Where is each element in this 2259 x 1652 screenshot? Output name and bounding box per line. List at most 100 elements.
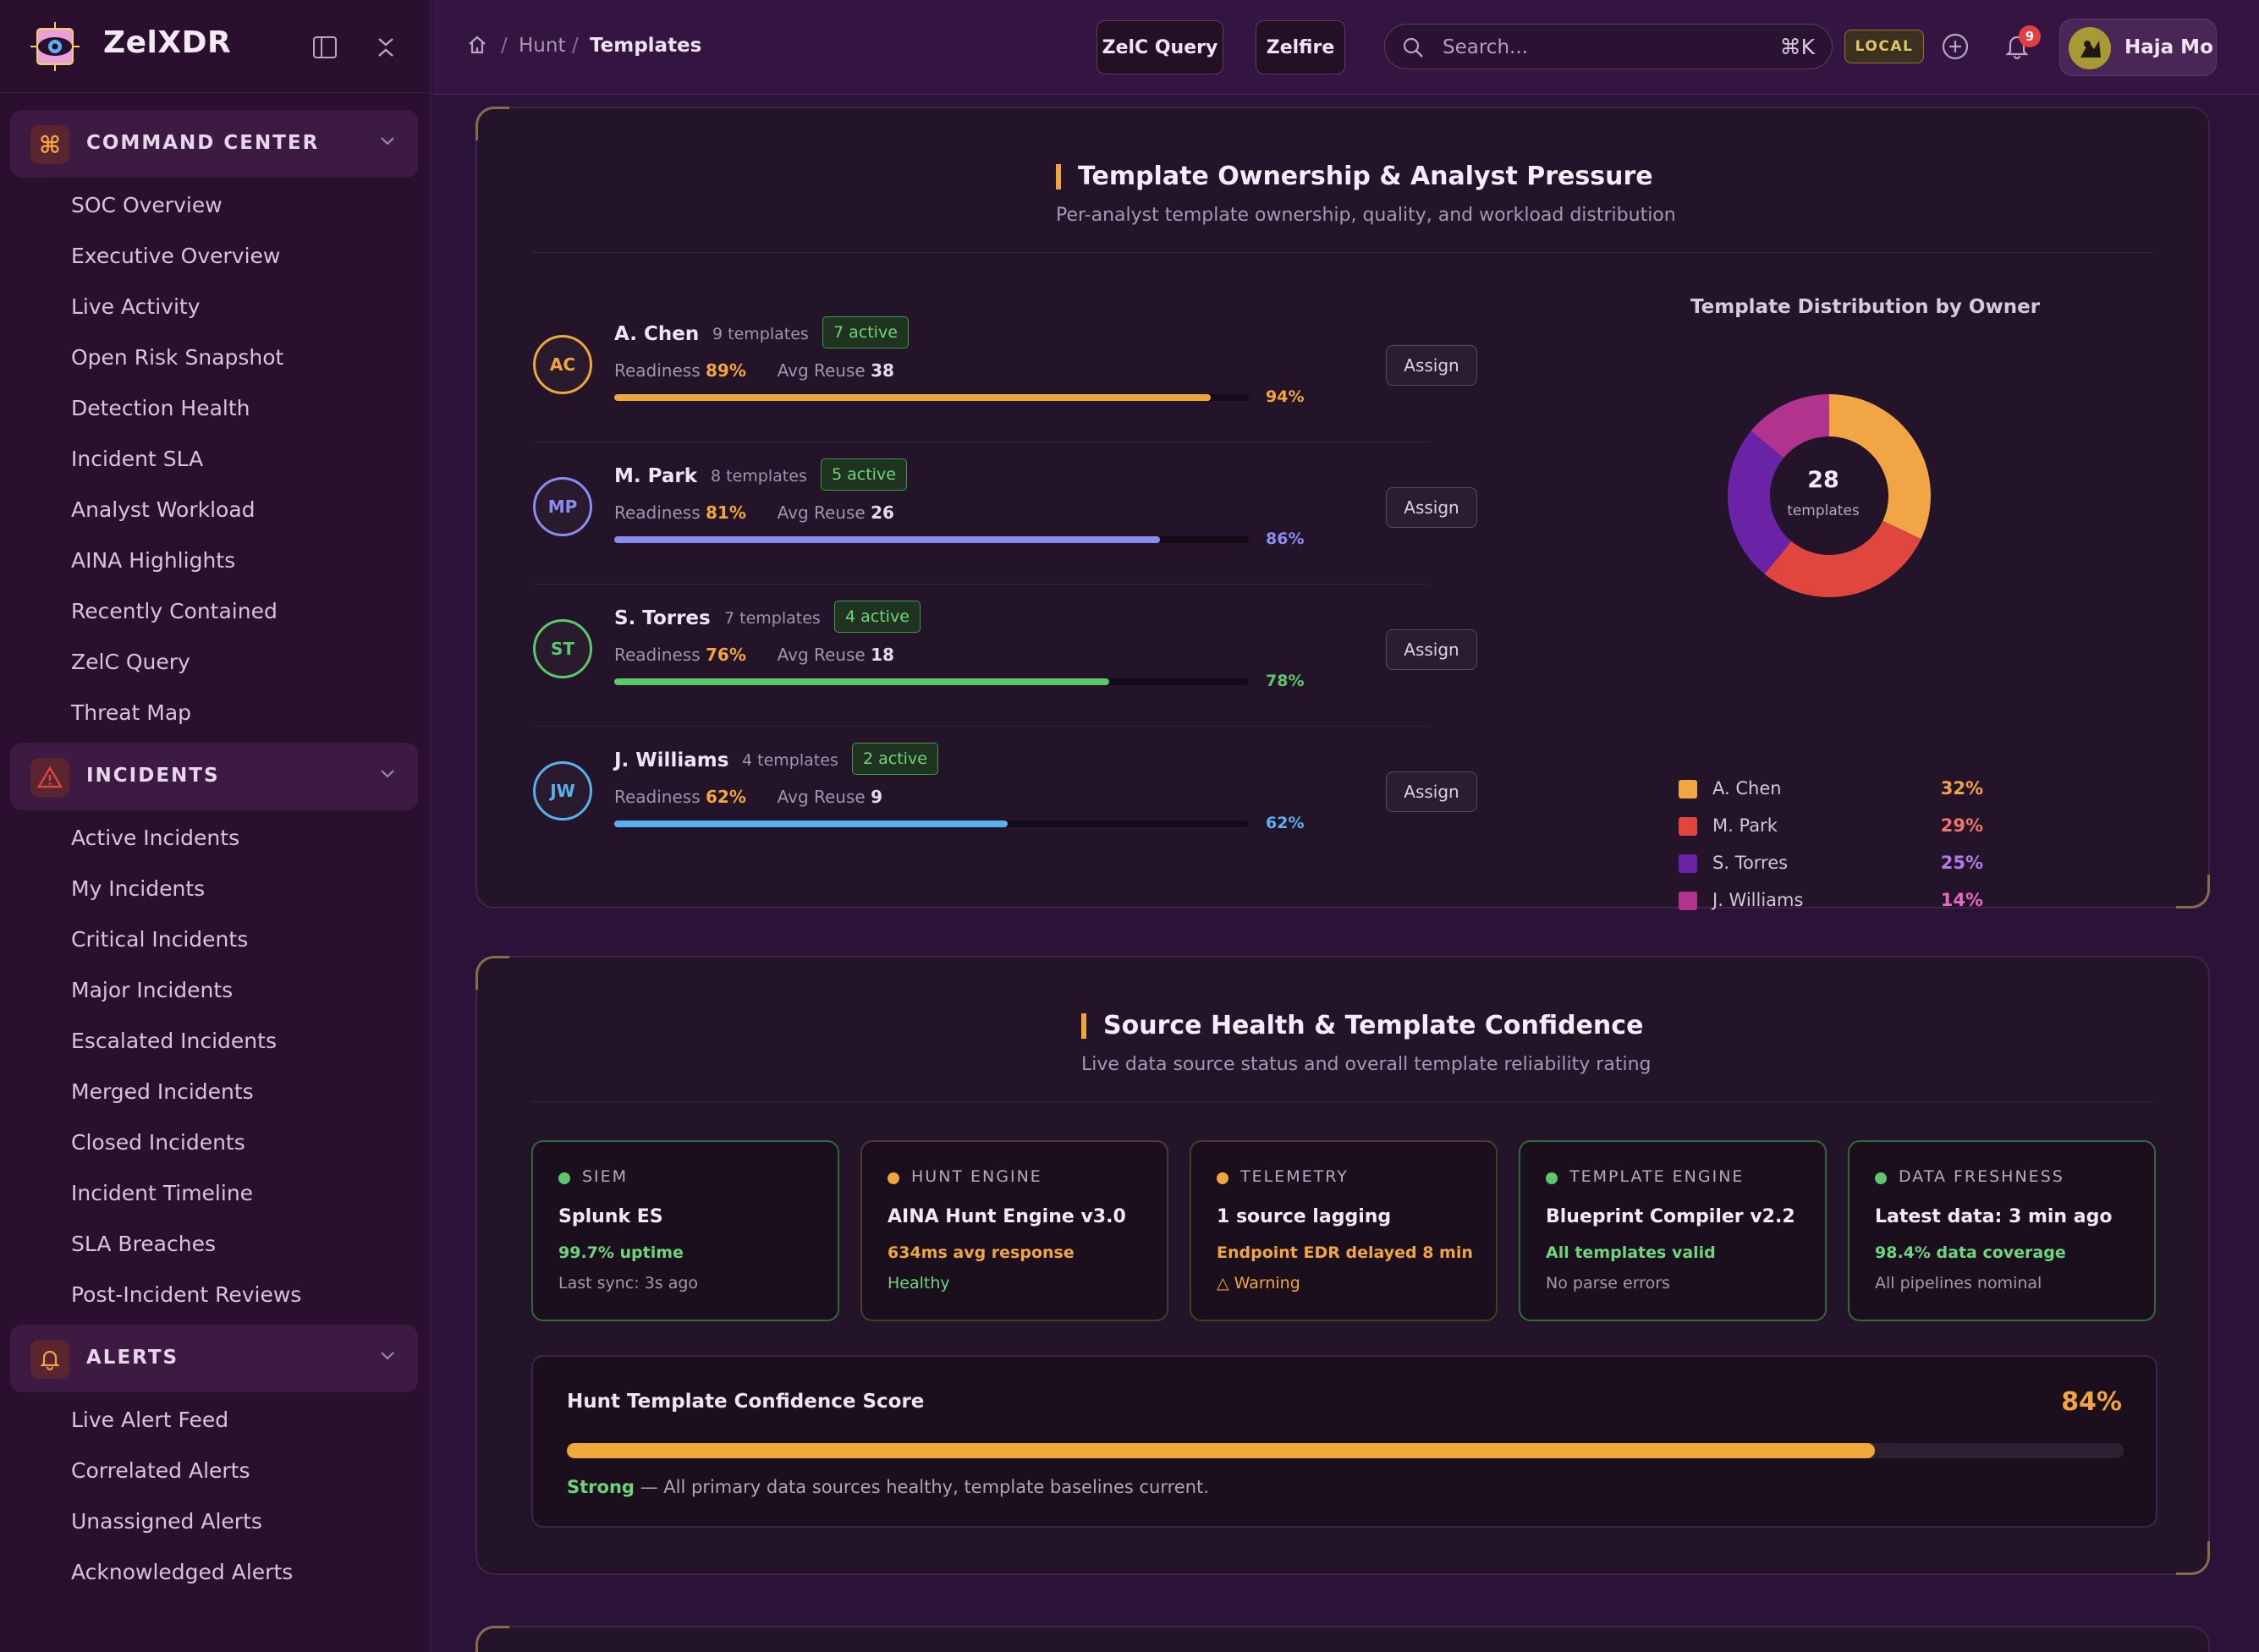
donut-slice bbox=[1751, 394, 1829, 458]
readiness-bar-track bbox=[614, 678, 1249, 685]
analyst-avatar: ST bbox=[533, 619, 592, 678]
home-icon[interactable] bbox=[467, 34, 487, 56]
source-note: Healthy bbox=[888, 1274, 950, 1293]
legend-swatch bbox=[1679, 892, 1697, 910]
avatar bbox=[2069, 27, 2111, 69]
reuse-label: Avg Reuse bbox=[777, 787, 866, 807]
source-card[interactable]: DATA FRESHNESS Latest data: 3 min ago 98… bbox=[1848, 1140, 2156, 1321]
analyst-template-count: 9 templates bbox=[712, 325, 809, 343]
source-card[interactable]: SIEM Splunk ES 99.7% uptime Last sync: 3… bbox=[531, 1140, 839, 1321]
analyst-meta: Readiness 62% Avg Reuse 9 bbox=[614, 787, 882, 807]
command-icon: ⌘ bbox=[30, 125, 69, 164]
source-type: TEMPLATE ENGINE bbox=[1569, 1167, 1745, 1186]
source-health-panel: Source Health & Template Confidence Live… bbox=[475, 956, 2210, 1575]
panel-subtitle: Live data source status and overall temp… bbox=[1081, 1054, 1652, 1075]
legend-percent: 32% bbox=[1940, 778, 1983, 799]
sidebar-item-incident-sla[interactable]: Incident SLA bbox=[71, 447, 204, 471]
sidebar-item-soc-overview[interactable]: SOC Overview bbox=[71, 193, 223, 217]
sidebar-item-sla-breaches[interactable]: SLA Breaches bbox=[71, 1232, 216, 1256]
add-icon[interactable] bbox=[1941, 32, 1970, 61]
sidebar-item-threat-map[interactable]: Threat Map bbox=[71, 700, 192, 725]
source-note: No parse errors bbox=[1546, 1274, 1670, 1293]
legend-label: J. Williams bbox=[1712, 890, 1804, 910]
assign-button[interactable]: Assign bbox=[1386, 345, 1477, 386]
search-icon bbox=[1403, 37, 1423, 58]
analyst-name: A. Chen bbox=[614, 323, 700, 345]
analyst-name: S. Torres bbox=[614, 607, 711, 629]
readiness-bar-percent: 62% bbox=[1266, 814, 1305, 832]
sidebar-item-major-incidents[interactable]: Major Incidents bbox=[71, 978, 234, 1002]
sidebar-item-unassigned-alerts[interactable]: Unassigned Alerts bbox=[71, 1509, 262, 1534]
donut-total: 28 bbox=[1807, 467, 1839, 493]
sidebar-item-recently-contained[interactable]: Recently Contained bbox=[71, 599, 278, 623]
legend-label: A. Chen bbox=[1712, 778, 1782, 799]
analyst-active-badge: 2 active bbox=[852, 743, 938, 775]
zelfire-button[interactable]: Zelfire bbox=[1256, 20, 1345, 74]
sidebar-item-my-incidents[interactable]: My Incidents bbox=[71, 876, 206, 901]
assign-button[interactable]: Assign bbox=[1386, 487, 1477, 528]
readiness-bar-track bbox=[614, 821, 1249, 827]
user-menu[interactable]: Haja Mo bbox=[2059, 19, 2217, 76]
source-card[interactable]: HUNT ENGINE AINA Hunt Engine v3.0 634ms … bbox=[860, 1140, 1168, 1321]
sidebar-item-analyst-workload[interactable]: Analyst Workload bbox=[71, 497, 256, 522]
sidebar-item-live-alert-feed[interactable]: Live Alert Feed bbox=[71, 1408, 229, 1432]
analyst-meta: Readiness 76% Avg Reuse 18 bbox=[614, 645, 894, 665]
analyst-template-count: 8 templates bbox=[711, 467, 807, 486]
sidebar-item-acknowledged-alerts[interactable]: Acknowledged Alerts bbox=[71, 1560, 294, 1584]
search-input[interactable]: Search... ⌘K bbox=[1384, 24, 1833, 69]
sidebar-item-merged-incidents[interactable]: Merged Incidents bbox=[71, 1079, 254, 1104]
sidebar-item-post-incident-reviews[interactable]: Post-Incident Reviews bbox=[71, 1282, 302, 1307]
source-name: AINA Hunt Engine v3.0 bbox=[888, 1206, 1126, 1227]
breadcrumb-separator: / bbox=[572, 35, 579, 57]
breadcrumb-hunt[interactable]: Hunt bbox=[519, 35, 566, 57]
sidebar-item-open-risk-snapshot[interactable]: Open Risk Snapshot bbox=[71, 345, 284, 370]
source-metric: 98.4% data coverage bbox=[1875, 1243, 2066, 1262]
analyst-name: J. Williams bbox=[614, 749, 729, 771]
readiness-value: 81% bbox=[706, 502, 746, 523]
sidebar-item-zelc-query[interactable]: ZelC Query bbox=[71, 650, 190, 674]
status-dot bbox=[558, 1172, 570, 1184]
chevron-down-icon bbox=[381, 137, 394, 145]
analyst-template-count: 4 templates bbox=[742, 751, 838, 770]
source-card[interactable]: TEMPLATE ENGINE Blueprint Compiler v2.2 … bbox=[1519, 1140, 1827, 1321]
sidebar-item-closed-incidents[interactable]: Closed Incidents bbox=[71, 1130, 245, 1155]
confidence-note: Strong — All primary data sources health… bbox=[567, 1477, 1209, 1497]
section-command-center[interactable]: ⌘ COMMAND CENTER bbox=[10, 110, 418, 178]
status-dot bbox=[1546, 1172, 1558, 1184]
sidebar-item-live-activity[interactable]: Live Activity bbox=[71, 294, 201, 319]
source-name: Splunk ES bbox=[558, 1206, 663, 1227]
search-shortcut: ⌘K bbox=[1779, 35, 1815, 59]
analyst-template-count: 7 templates bbox=[724, 609, 821, 628]
readiness-bar-fill bbox=[614, 821, 1008, 827]
readiness-label: Readiness bbox=[614, 787, 701, 807]
legend-swatch bbox=[1679, 854, 1697, 873]
analyst-meta: Readiness 89% Avg Reuse 38 bbox=[614, 360, 894, 381]
warning-icon bbox=[30, 758, 69, 797]
legend-label: S. Torres bbox=[1712, 853, 1789, 873]
readiness-bar-percent: 94% bbox=[1266, 387, 1305, 406]
analyst-meta: Readiness 81% Avg Reuse 26 bbox=[614, 502, 894, 523]
sidebar-item-active-incidents[interactable]: Active Incidents bbox=[71, 826, 240, 850]
zelc-query-button[interactable]: ZelC Query bbox=[1097, 20, 1223, 74]
chevron-down-icon bbox=[381, 1352, 394, 1360]
sidebar-item-correlated-alerts[interactable]: Correlated Alerts bbox=[71, 1458, 250, 1483]
section-alerts[interactable]: ALERTS bbox=[10, 1325, 418, 1392]
reuse-value: 26 bbox=[871, 502, 894, 523]
collapse-all-button[interactable] bbox=[369, 30, 403, 64]
toggle-sidebar-button[interactable] bbox=[308, 30, 342, 64]
section-incidents[interactable]: INCIDENTS bbox=[10, 743, 418, 810]
readiness-value: 62% bbox=[706, 787, 746, 807]
sidebar-item-detection-health[interactable]: Detection Health bbox=[71, 396, 250, 420]
sidebar-item-executive-overview[interactable]: Executive Overview bbox=[71, 244, 281, 268]
sidebar-item-critical-incidents[interactable]: Critical Incidents bbox=[71, 927, 249, 952]
panel-corner-decoration bbox=[2176, 875, 2210, 908]
sidebar-item-escalated-incidents[interactable]: Escalated Incidents bbox=[71, 1029, 277, 1053]
sidebar-item-aina-highlights[interactable]: AINA Highlights bbox=[71, 548, 236, 573]
assign-button[interactable]: Assign bbox=[1386, 771, 1477, 812]
confidence-description: — All primary data sources healthy, temp… bbox=[634, 1477, 1209, 1497]
sidebar-item-incident-timeline[interactable]: Incident Timeline bbox=[71, 1181, 254, 1205]
confidence-value: 84% bbox=[2061, 1387, 2122, 1417]
assign-button[interactable]: Assign bbox=[1386, 629, 1477, 670]
bell-icon bbox=[30, 1340, 69, 1379]
source-card[interactable]: TELEMETRY 1 source lagging Endpoint EDR … bbox=[1190, 1140, 1498, 1321]
